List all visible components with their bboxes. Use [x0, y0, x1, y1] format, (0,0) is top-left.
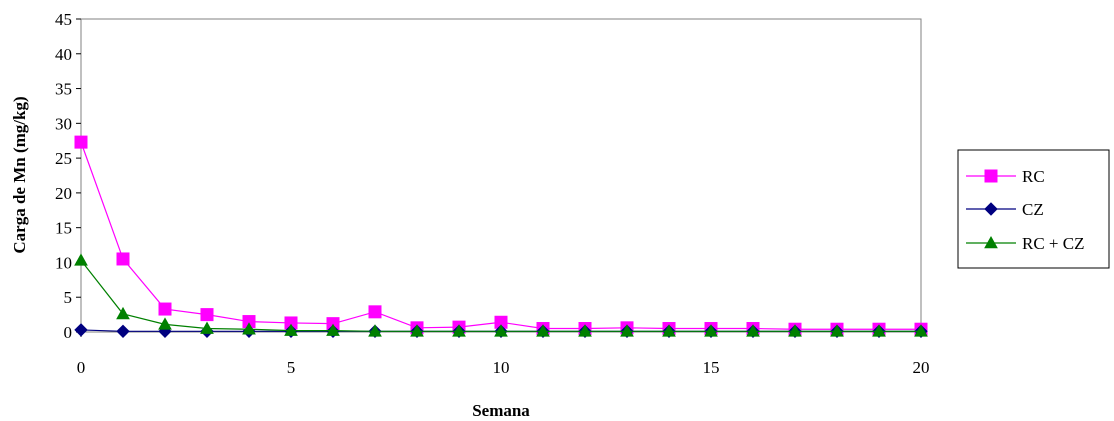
- y-tick-label: 45: [55, 10, 72, 29]
- series-layer: [74, 135, 928, 339]
- data-point: [74, 135, 88, 149]
- data-point: [74, 323, 88, 337]
- y-tick-label: 0: [64, 323, 73, 342]
- data-point: [746, 324, 760, 337]
- legend-label: RC: [1022, 167, 1045, 186]
- data-point: [830, 324, 844, 337]
- plot-area: [80, 18, 922, 333]
- y-tick-label: 40: [55, 45, 72, 64]
- y-tick-label: 25: [55, 149, 72, 168]
- y-axis: 0 5 10 15 20 25 30 35 40 45: [55, 10, 81, 342]
- data-point: [242, 322, 256, 335]
- data-point: [74, 253, 88, 266]
- legend-label: RC + CZ: [1022, 234, 1085, 253]
- y-tick-label: 30: [55, 114, 72, 133]
- data-point: [326, 323, 340, 336]
- y-tick-label: 10: [55, 253, 72, 272]
- data-point: [452, 324, 466, 337]
- data-point: [620, 324, 634, 337]
- data-point: [704, 324, 718, 337]
- series-rc-cz: [74, 253, 928, 337]
- y-axis-title: Carga de Mn (mg/kg): [10, 96, 29, 253]
- data-point: [200, 321, 214, 334]
- legend-items: RC CZ RC + CZ: [966, 167, 1085, 253]
- data-point: [368, 324, 382, 337]
- y-tick-label: 5: [64, 288, 73, 307]
- data-point: [158, 302, 172, 316]
- data-point: [578, 324, 592, 337]
- data-point: [536, 324, 550, 337]
- x-tick-label: 15: [703, 358, 720, 377]
- x-axis: 0 5 10 15 20: [77, 332, 930, 377]
- x-tick-label: 5: [287, 358, 296, 377]
- data-point: [158, 317, 172, 330]
- legend-label: CZ: [1022, 200, 1044, 219]
- x-tick-label: 10: [493, 358, 510, 377]
- x-tick-label: 0: [77, 358, 86, 377]
- y-tick-label: 35: [55, 80, 72, 99]
- data-point: [410, 324, 424, 337]
- data-point: [788, 324, 802, 337]
- x-axis-title: Semana: [472, 401, 530, 420]
- legend-marker-icon: [984, 235, 998, 249]
- x-tick-label: 20: [913, 358, 930, 377]
- data-point: [116, 324, 130, 339]
- data-point: [116, 306, 130, 320]
- data-point: [116, 252, 130, 266]
- data-point: [368, 305, 382, 319]
- data-point: [200, 308, 214, 322]
- data-point: [494, 324, 508, 337]
- legend-marker-icon: [984, 169, 998, 183]
- y-tick-label: 20: [55, 184, 72, 203]
- y-tick-label: 15: [55, 219, 72, 238]
- legend: RC CZ RC + CZ: [957, 149, 1110, 269]
- data-point: [284, 323, 298, 336]
- legend-marker-icon: [984, 202, 998, 216]
- data-point: [914, 324, 928, 337]
- data-point: [662, 324, 676, 337]
- data-point: [872, 324, 886, 337]
